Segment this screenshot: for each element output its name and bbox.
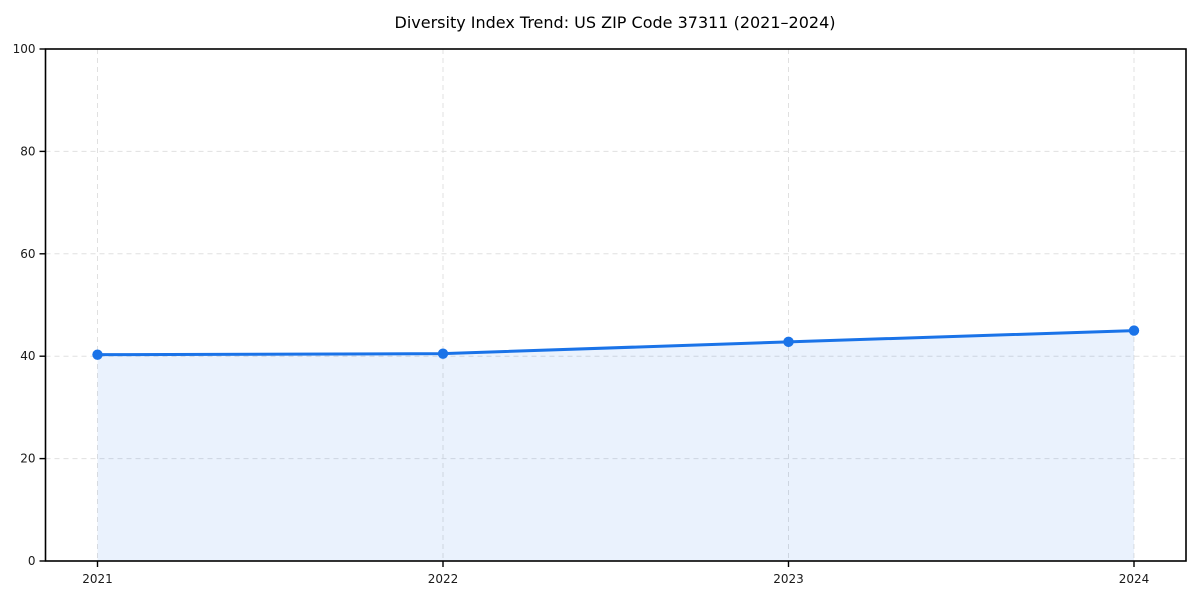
y-tick-label: 80 [20, 144, 35, 158]
y-tick-label: 20 [20, 452, 35, 466]
x-tick-label: 2022 [428, 572, 459, 586]
y-tick-label: 0 [28, 554, 36, 568]
trend-line [96, 329, 1136, 357]
data-point [783, 336, 794, 348]
x-tick-label: 2024 [1119, 572, 1150, 586]
y-tick-label: 100 [13, 42, 36, 56]
x-tick-label: 2021 [82, 572, 113, 586]
plot-frame [44, 48, 1187, 562]
x-tick-label: 2023 [773, 572, 804, 586]
area-fill [97, 330, 1134, 561]
data-point [92, 349, 103, 360]
data-point [437, 348, 449, 359]
chart-title: Diversity Index Trend: US ZIP Code 37311… [394, 13, 836, 32]
y-tick-label: 40 [20, 349, 35, 363]
data-point [1128, 325, 1140, 336]
y-tick-label: 60 [20, 247, 35, 261]
